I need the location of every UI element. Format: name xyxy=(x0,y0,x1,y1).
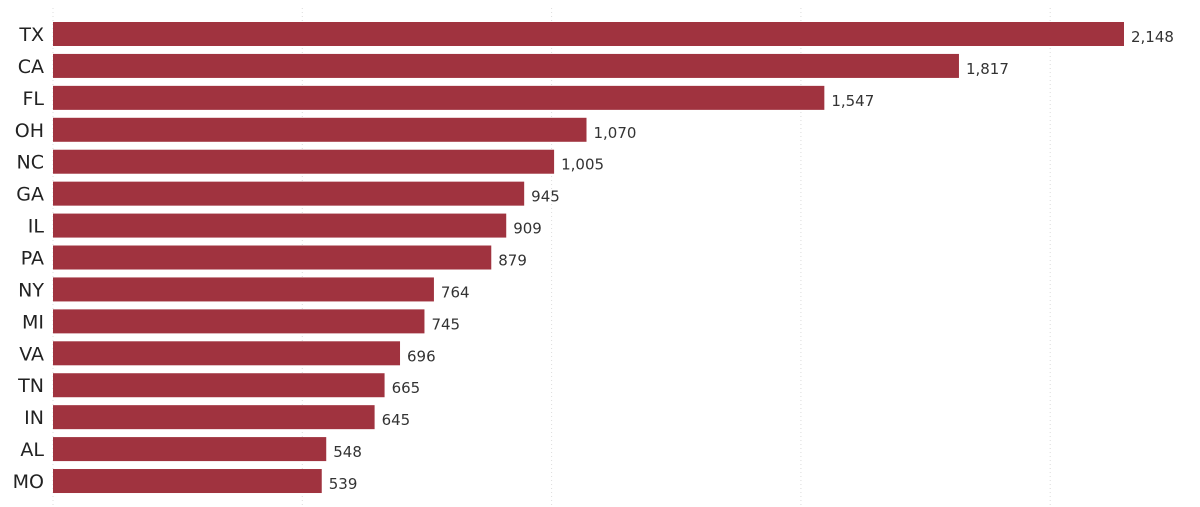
value-label: 945 xyxy=(531,188,560,206)
value-label: 879 xyxy=(498,252,527,270)
value-label: 2,148 xyxy=(1131,28,1174,46)
bar-ga xyxy=(53,181,525,206)
bar-fl xyxy=(53,85,825,110)
bar-va xyxy=(53,341,401,366)
category-label: VA xyxy=(19,343,44,365)
value-label: 764 xyxy=(441,283,470,301)
category-label: IN xyxy=(24,407,44,429)
value-label: 1,070 xyxy=(594,124,637,142)
bar-ca xyxy=(53,53,959,78)
category-label: AL xyxy=(20,439,44,461)
value-label: 745 xyxy=(431,315,460,333)
bar-pa xyxy=(53,245,492,270)
category-label: TX xyxy=(18,24,44,46)
category-label: NY xyxy=(18,279,44,301)
value-label: 696 xyxy=(407,347,436,365)
bar-al xyxy=(53,437,327,462)
value-label: 1,547 xyxy=(831,92,874,110)
category-label: MO xyxy=(13,471,44,493)
category-label: FL xyxy=(22,88,44,110)
value-label: 645 xyxy=(382,411,411,429)
bar-tn xyxy=(53,373,385,398)
value-label: 665 xyxy=(392,379,421,397)
category-label: CA xyxy=(18,56,44,78)
category-label: PA xyxy=(21,248,44,270)
value-label: 548 xyxy=(333,443,362,461)
category-label: NC xyxy=(17,152,44,174)
category-label: GA xyxy=(16,184,44,206)
category-label: MI xyxy=(22,311,44,333)
bar-in xyxy=(53,405,375,430)
value-label: 539 xyxy=(329,475,358,493)
bar-nc xyxy=(53,149,555,174)
category-label: OH xyxy=(15,120,44,142)
value-label: 909 xyxy=(513,220,542,238)
bar-mo xyxy=(53,469,322,494)
bar-oh xyxy=(53,117,587,142)
bar-il xyxy=(53,213,507,238)
value-label: 1,005 xyxy=(561,156,604,174)
value-label: 1,817 xyxy=(966,60,1009,78)
bar-ny xyxy=(53,277,434,302)
category-label: IL xyxy=(28,216,45,238)
category-label: TN xyxy=(17,375,44,397)
bar-tx xyxy=(53,22,1124,46)
bar-mi xyxy=(53,309,425,334)
